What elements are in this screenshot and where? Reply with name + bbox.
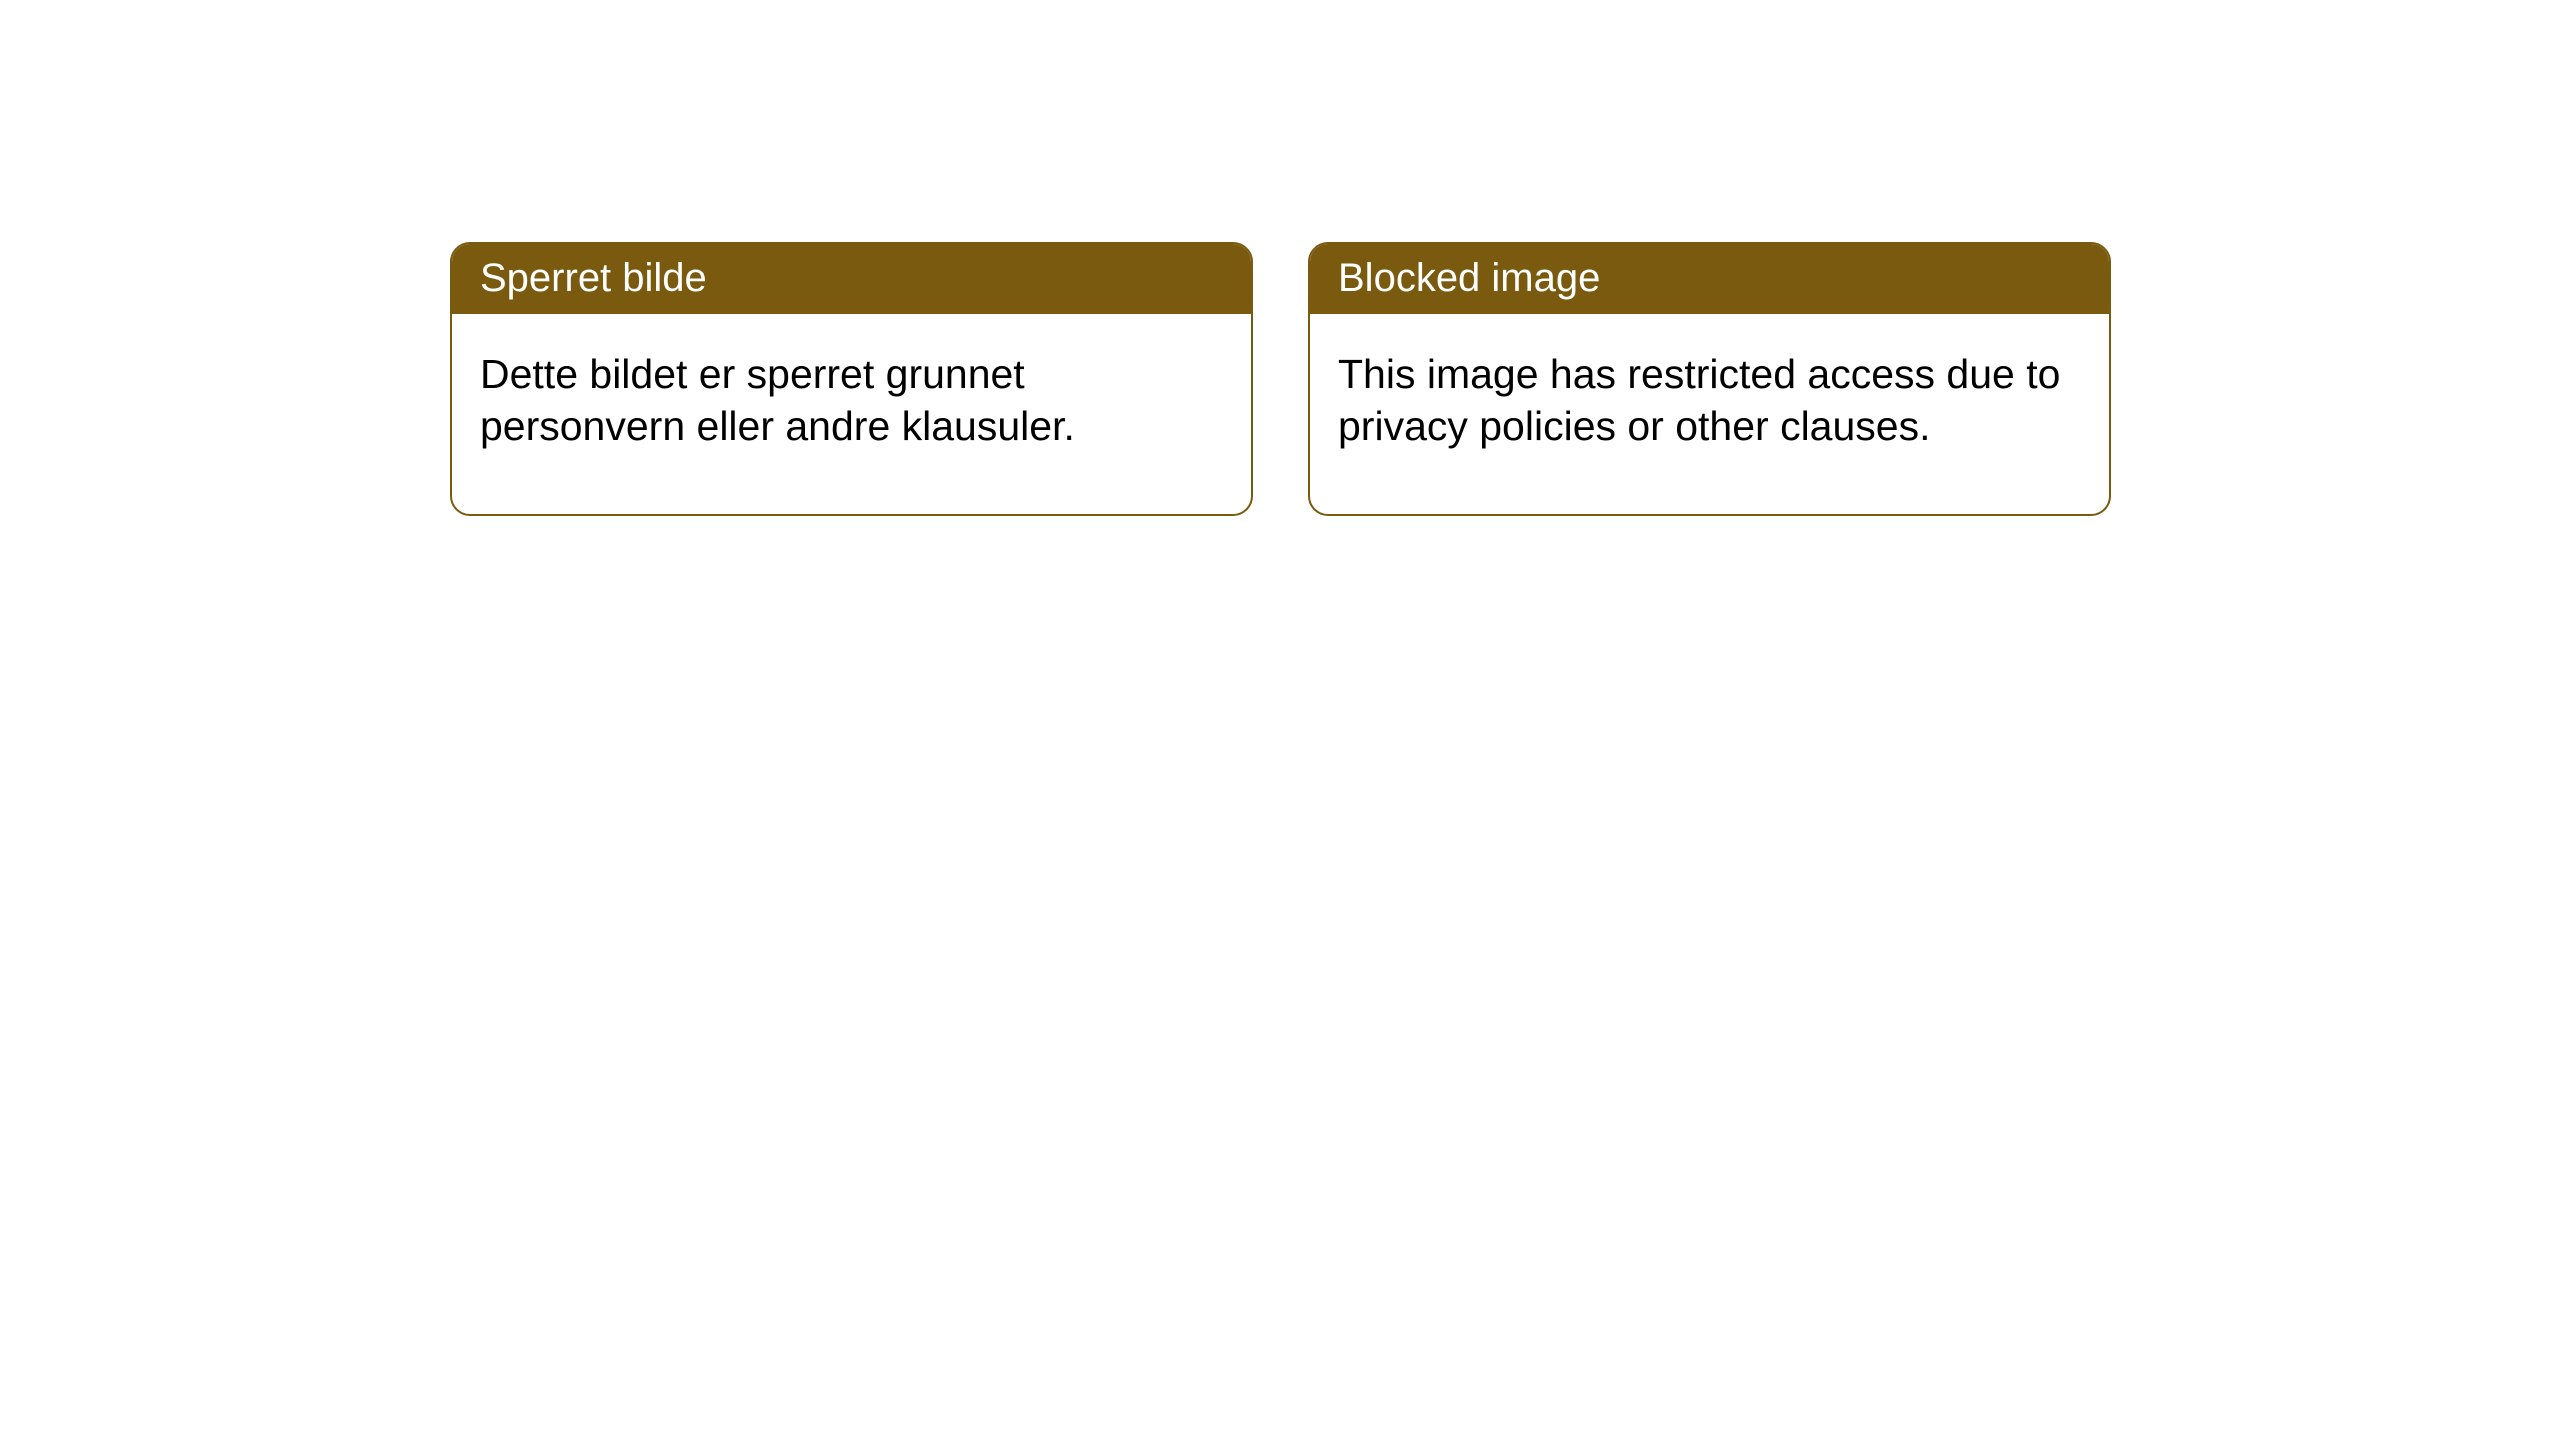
notice-card-body: This image has restricted access due to … (1310, 314, 2109, 514)
notice-card-title: Blocked image (1310, 244, 2109, 314)
notice-card-body: Dette bildet er sperret grunnet personve… (452, 314, 1251, 514)
notice-cards-container: Sperret bilde Dette bildet er sperret gr… (450, 242, 2111, 516)
notice-card-norwegian: Sperret bilde Dette bildet er sperret gr… (450, 242, 1253, 516)
notice-card-title: Sperret bilde (452, 244, 1251, 314)
notice-card-english: Blocked image This image has restricted … (1308, 242, 2111, 516)
